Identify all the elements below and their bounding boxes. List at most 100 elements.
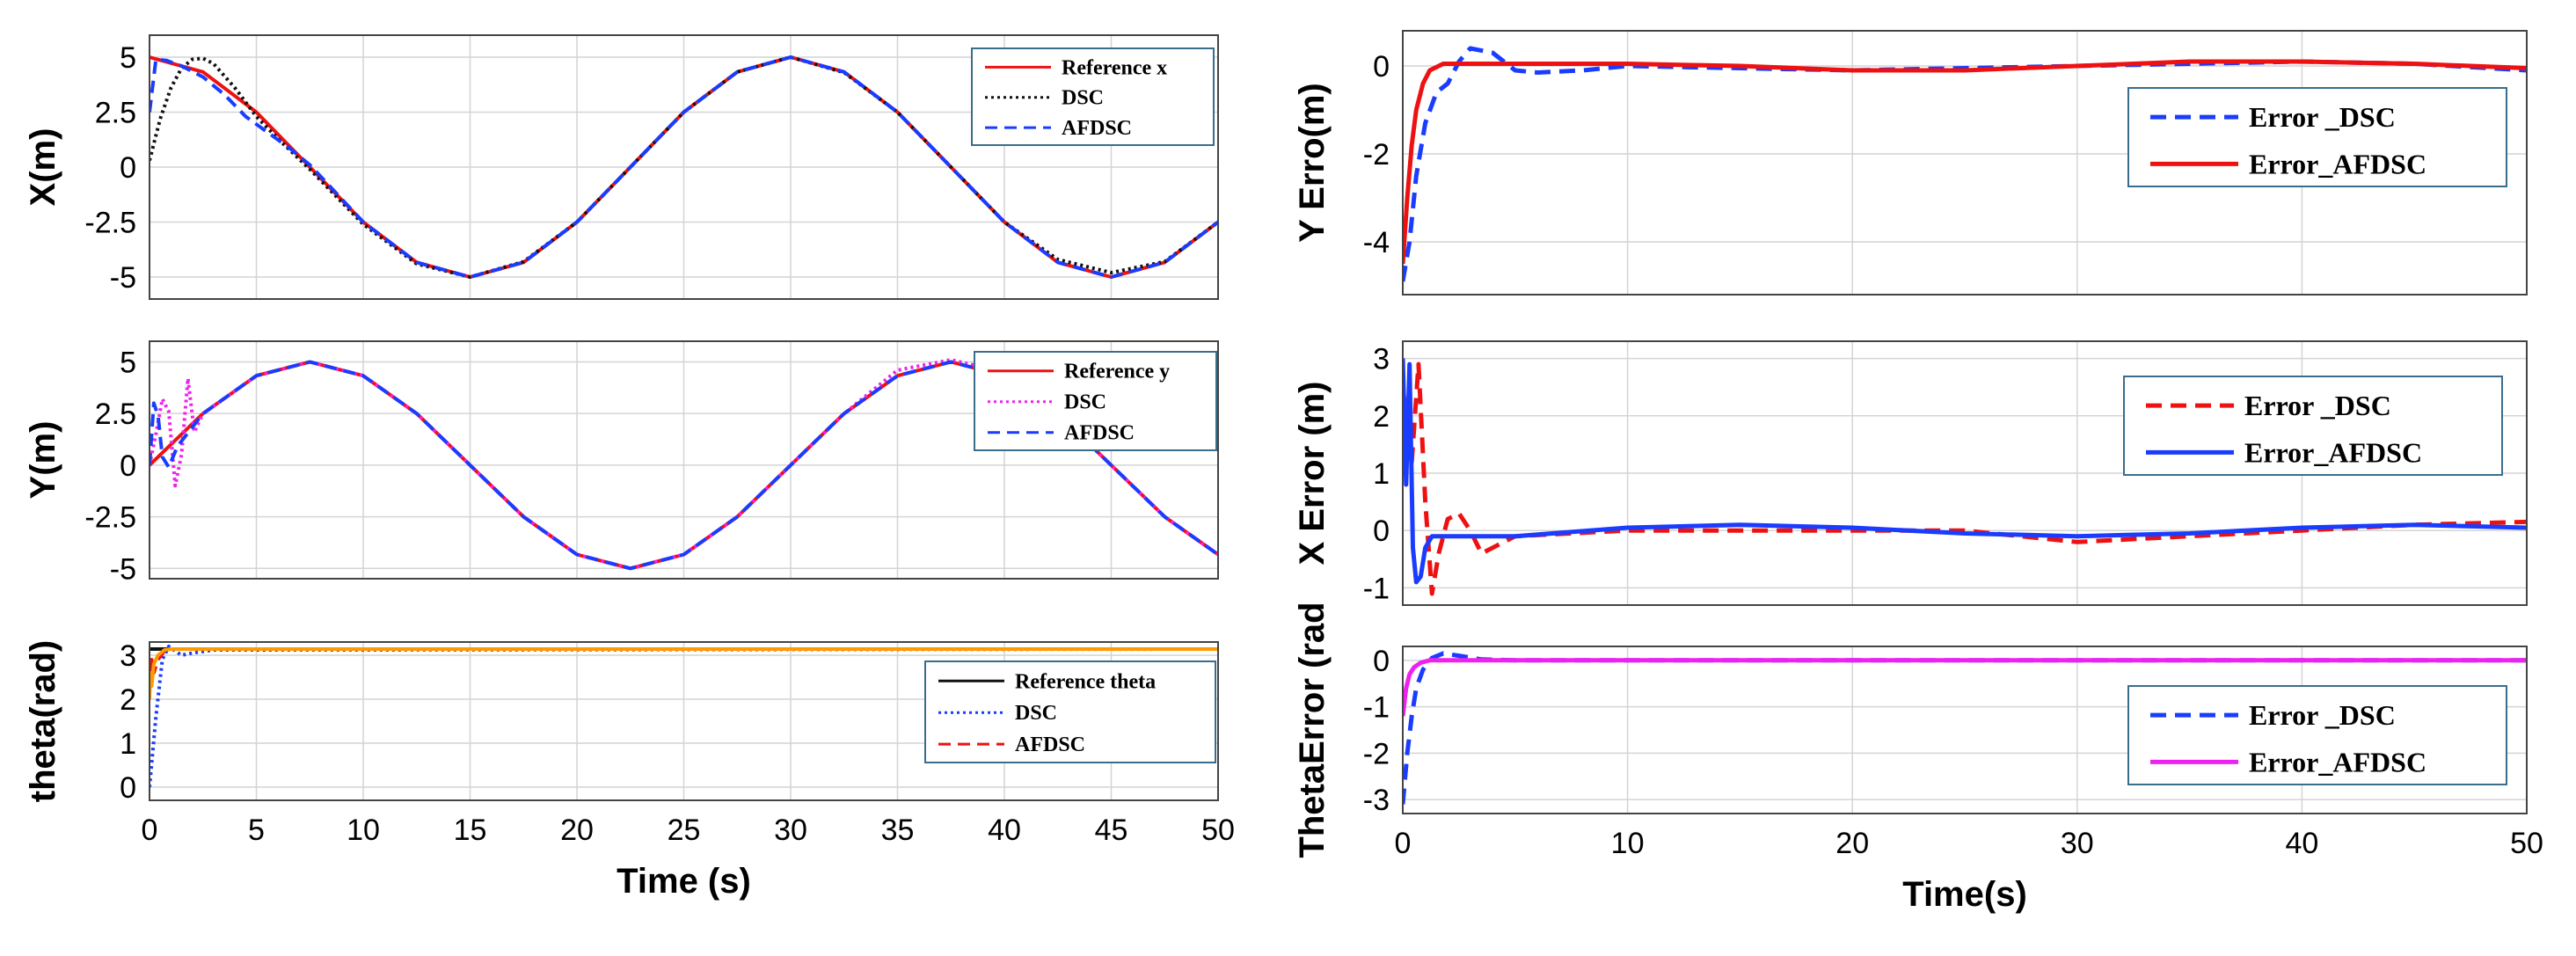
x-tick-label: 20 — [1835, 827, 1869, 860]
x-axis-label: Time (s) — [617, 862, 751, 901]
y-tick-label: 0 — [1373, 50, 1390, 84]
legend-label: Error _DSC — [2249, 699, 2396, 731]
y-tick-label: 0 — [120, 449, 136, 483]
y-tick-label: -4 — [1363, 226, 1390, 259]
axes-frame — [1402, 340, 2528, 606]
x-tick-label: 20 — [560, 814, 594, 847]
y-tick-label: 5 — [120, 41, 136, 75]
y-tick-label: -2 — [1363, 138, 1390, 171]
x-tick-label: 5 — [248, 814, 265, 847]
y-tick-label: 0 — [1373, 514, 1390, 548]
series-line-error-afdsc — [1403, 358, 2527, 585]
series-group — [150, 645, 1218, 788]
x-tick-label: 10 — [1611, 827, 1645, 860]
legend-label: DSC — [1015, 702, 1057, 725]
legend-label: Reference theta — [1015, 670, 1156, 693]
x-tick-label: 30 — [2061, 827, 2094, 860]
x-tick-label: 0 — [142, 814, 158, 847]
y-tick-label: 5 — [120, 346, 136, 379]
legend: Reference x DSC AFDSC — [971, 47, 1215, 146]
series-line-error-afdsc — [1403, 658, 2527, 717]
y-axis-label: theta(rad) — [24, 640, 62, 802]
x-axis-label: Time(s) — [1902, 875, 2027, 914]
axes-frame — [149, 34, 1219, 300]
y-tick-label: 2 — [120, 683, 136, 717]
legend-label: Error_AFDSC — [2244, 436, 2422, 468]
y-tick-label: -2.5 — [84, 207, 136, 240]
legend-label: Error_AFDSC — [2249, 148, 2426, 179]
legend: Error _DSC Error_AFDSC — [2127, 685, 2507, 785]
axes-frame — [149, 340, 1219, 580]
y-axis-label: X Error (m) — [1293, 382, 1332, 566]
series-line-error-dsc — [1403, 651, 2527, 805]
x-tick-label: 40 — [2285, 827, 2318, 860]
x-tick-label: 40 — [988, 814, 1021, 847]
legend: Reference theta DSC AFDSC — [924, 660, 1216, 763]
legend-label: DSC — [1064, 391, 1106, 414]
legend: Reference y DSC AFDSC — [974, 351, 1217, 451]
y-tick-label: -5 — [110, 552, 136, 586]
y-axis-label: Y(m) — [24, 421, 62, 500]
x-tick-label: 15 — [454, 814, 487, 847]
series-group — [150, 55, 1218, 279]
y-tick-label: -2.5 — [84, 501, 136, 535]
x-tick-label: 10 — [347, 814, 380, 847]
chart-x_tracking: 5 2.5 0 -2.5 -5 X(m) Reference x DSC AFDSC — [24, 34, 1219, 300]
y-tick-label: -5 — [110, 261, 136, 295]
legend-box — [2127, 685, 2507, 785]
legend-box — [2123, 376, 2503, 476]
legend-label: AFDSC — [1062, 117, 1132, 140]
x-tick-label: 35 — [881, 814, 915, 847]
chart-y_error: 0 -2 -4 Y Erro(m) Error _DSC Error_AFDSC — [1293, 30, 2528, 296]
legend-label: AFDSC — [1064, 422, 1135, 445]
series-line-error-afdsc — [1403, 59, 2527, 265]
legend-label: Error _DSC — [2249, 101, 2396, 133]
legend-label: Reference y — [1064, 361, 1170, 383]
series-line-dsc — [150, 55, 1218, 279]
legend: Error _DSC Error_AFDSC — [2127, 87, 2507, 187]
y-tick-label: 2.5 — [95, 398, 136, 431]
y-tick-label: 2 — [1373, 400, 1390, 434]
series-group — [1403, 651, 2527, 805]
y-tick-label: 0 — [1373, 645, 1390, 678]
x-tick-label: 45 — [1095, 814, 1128, 847]
series-line-error-dsc — [1403, 361, 2527, 596]
chart-x_error: 3 2 1 0 -1 X Error (m) Error _DSC Error_AFDSC — [1293, 340, 2528, 606]
legend-label: DSC — [1062, 87, 1104, 110]
legend-label: Error _DSC — [2244, 390, 2391, 421]
legend-label: AFDSC — [1015, 733, 1085, 756]
chart-theta_error: 0 10 20 30 40 50 0 -1 -2 -3 ThetaError (rad Time(s)… — [1293, 602, 2543, 914]
axes-frame — [1402, 30, 2528, 296]
y-axis-label: X(m) — [24, 128, 62, 207]
chart-y_tracking: 5 2.5 0 -2.5 -5 Y(m) Reference y DSC AFDSC — [24, 340, 1219, 586]
y-tick-label: -1 — [1363, 572, 1390, 605]
y-tick-label: 0 — [120, 771, 136, 805]
y-tick-label: -1 — [1363, 691, 1390, 725]
x-tick-label: 50 — [2510, 827, 2543, 860]
legend-box — [2127, 87, 2507, 187]
y-tick-label: 0 — [120, 151, 136, 185]
series-group — [1403, 46, 2527, 282]
series-line-afdsc — [150, 647, 1218, 691]
y-tick-label: -3 — [1363, 784, 1390, 817]
y-tick-label: 3 — [120, 639, 136, 673]
x-tick-label: 25 — [668, 814, 701, 847]
y-tick-label: 1 — [1373, 457, 1390, 491]
y-axis-label: ThetaError (rad — [1293, 602, 1332, 857]
legend: Error _DSC Error_AFDSC — [2123, 376, 2503, 476]
x-tick-label: 50 — [1201, 814, 1235, 847]
series-line-extra — [150, 647, 1218, 700]
y-axis-label: Y Erro(m) — [1293, 83, 1332, 243]
series-group — [1403, 358, 2527, 596]
x-tick-label: 0 — [1395, 827, 1412, 860]
legend-box — [924, 660, 1216, 763]
legend-label: Reference x — [1062, 56, 1167, 79]
x-tick-label: 30 — [774, 814, 807, 847]
y-tick-label: 1 — [120, 727, 136, 761]
series-line-afdsc — [150, 55, 1218, 279]
y-tick-label: -2 — [1363, 737, 1390, 770]
y-tick-label: 2.5 — [95, 97, 136, 130]
axes-frame — [149, 641, 1219, 801]
